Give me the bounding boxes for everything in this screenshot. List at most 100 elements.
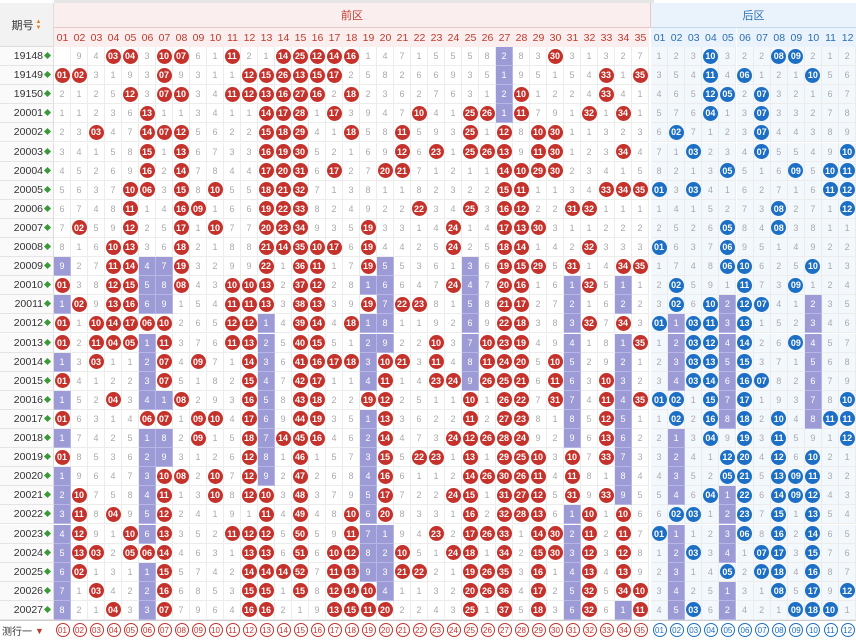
back-select-circle[interactable]: 07 (755, 623, 770, 637)
back-ball: 07 (754, 86, 770, 102)
front-cell: 22 (496, 314, 513, 334)
front-select-circle[interactable]: 18 (344, 623, 359, 637)
front-cell: 1 (173, 486, 190, 506)
front-ball: 30 (530, 220, 546, 236)
front-select-circle[interactable]: 29 (531, 623, 546, 637)
front-select-circle[interactable]: 01 (55, 623, 70, 637)
front-cell: 2 (632, 429, 649, 449)
front-ball: 24 (445, 220, 461, 236)
period-cell: 20006 (0, 199, 54, 219)
front-cell: 9 (547, 104, 564, 124)
back-cell: 1 (685, 199, 703, 219)
back-cell: 2 (719, 199, 737, 219)
front-select-circle[interactable]: 07 (157, 623, 172, 637)
back-cell: 10 (702, 47, 720, 67)
front-cell: 8 (547, 314, 564, 334)
front-cell: 5 (326, 448, 343, 468)
front-select-circle[interactable]: 08 (174, 623, 189, 637)
front-cell: 19 (360, 295, 377, 315)
front-number-header: 15 (292, 28, 309, 47)
front-ball: 32 (581, 583, 597, 599)
front-select-circle[interactable]: 16 (310, 623, 325, 637)
front-cell: 4 (190, 505, 207, 525)
back-select-circle[interactable]: 03 (686, 623, 701, 637)
back-select-circle[interactable]: 05 (720, 623, 735, 637)
front-cell: 3 (615, 238, 632, 258)
front-cell: 7 (377, 295, 394, 315)
front-select-circle[interactable]: 21 (395, 623, 410, 637)
back-select-circle[interactable]: 06 (738, 623, 752, 637)
back-select-circle[interactable]: 04 (703, 623, 718, 637)
front-cell: 5 (428, 238, 445, 258)
front-ball: 01 (54, 315, 70, 331)
front-ball: 09 (190, 201, 206, 217)
front-select-circle[interactable]: 19 (361, 623, 376, 637)
front-ball: 05 (122, 335, 138, 351)
front-select-circle[interactable]: 28 (514, 623, 529, 637)
back-cell: 1 (839, 448, 856, 468)
front-select-circle[interactable]: 09 (191, 623, 206, 637)
front-select-circle[interactable]: 14 (276, 623, 291, 637)
front-cell: 21 (496, 295, 513, 315)
front-select-circle[interactable]: 34 (616, 623, 631, 637)
front-select-circle[interactable]: 10 (208, 623, 223, 637)
front-ball: 12 (241, 468, 257, 484)
front-cell: 1 (581, 257, 598, 277)
front-select-circle[interactable]: 35 (633, 623, 648, 637)
front-select-circle[interactable]: 13 (259, 623, 274, 637)
back-select-circle[interactable]: 12 (840, 623, 855, 637)
back-select-circle[interactable]: 10 (806, 623, 821, 637)
back-select-circle[interactable]: 01 (652, 623, 667, 637)
front-cell: 11 (88, 333, 105, 353)
front-cell: 5 (394, 448, 411, 468)
front-cell: 2 (122, 581, 139, 601)
front-select-circle[interactable]: 31 (565, 623, 580, 637)
front-select-circle[interactable]: 22 (412, 623, 427, 637)
back-cell: 20 (736, 448, 754, 468)
back-select-circle[interactable]: 02 (669, 623, 684, 637)
front-select-circle[interactable]: 23 (429, 623, 444, 637)
front-select-circle[interactable]: 30 (548, 623, 563, 637)
back-cell: 9 (822, 581, 840, 601)
front-select-circle[interactable]: 24 (446, 623, 461, 637)
front-select-circle[interactable]: 20 (378, 623, 393, 637)
front-select-circle[interactable]: 32 (582, 623, 597, 637)
front-cell: 1 (173, 295, 190, 315)
front-select-circle[interactable]: 06 (140, 623, 155, 637)
front-select-circle[interactable]: 04 (106, 623, 121, 637)
back-ball: 05 (719, 468, 735, 484)
front-ball: 35 (496, 564, 512, 580)
front-cell: 12 (530, 486, 547, 506)
front-ball: 10 (309, 239, 325, 255)
front-cell: 12 (241, 467, 258, 487)
back-select-circle[interactable]: 09 (789, 623, 804, 637)
period-column-header[interactable]: 期号 ▲▼ (0, 3, 54, 47)
front-cell: 30 (547, 123, 564, 143)
front-select-circle[interactable]: 03 (89, 623, 104, 637)
back-zone-header: 后区 (651, 3, 856, 28)
front-select-circle[interactable]: 05 (123, 623, 138, 637)
expand-arrow-icon[interactable]: ▼ (35, 625, 44, 636)
front-select-circle[interactable]: 11 (225, 623, 240, 637)
front-select-circle[interactable]: 17 (327, 623, 342, 637)
front-select-circle[interactable]: 12 (242, 623, 257, 637)
front-select-circle[interactable]: 27 (497, 623, 512, 637)
front-cell: 5 (377, 257, 394, 277)
front-select-circle[interactable]: 25 (463, 623, 478, 637)
front-cell: 1 (632, 276, 649, 296)
front-select-circle[interactable]: 26 (480, 623, 495, 637)
footer-row-label[interactable]: 测行一 ▼ (0, 620, 54, 640)
back-select-circle[interactable]: 11 (823, 623, 838, 637)
front-select-circle[interactable]: 15 (293, 623, 308, 637)
front-select-circle[interactable]: 02 (72, 623, 87, 637)
back-cell: 12 (839, 429, 856, 449)
back-select-circle[interactable]: 08 (772, 623, 787, 637)
front-ball: 29 (530, 163, 546, 179)
front-cell: 1 (428, 467, 445, 487)
front-ball: 16 (139, 163, 155, 179)
front-cell: 16 (309, 352, 326, 372)
back-ball: 03 (685, 354, 701, 370)
sort-arrows-icon[interactable]: ▲▼ (35, 18, 42, 31)
front-cell: 13 (513, 218, 530, 238)
front-select-circle[interactable]: 33 (599, 623, 614, 637)
